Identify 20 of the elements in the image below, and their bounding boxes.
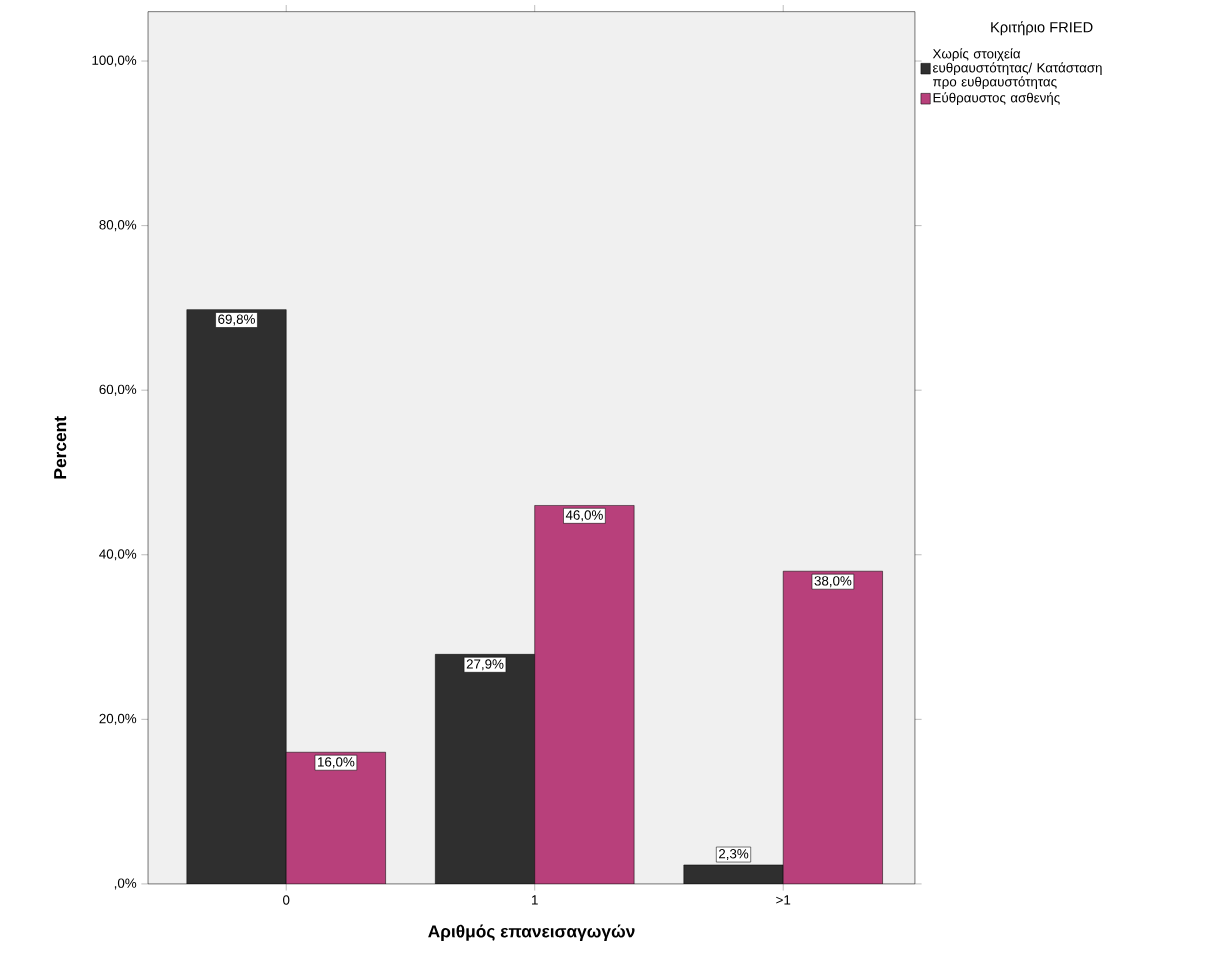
y-axis-title: Percent bbox=[54, 416, 67, 479]
y-tick-label: 60,0% bbox=[99, 384, 137, 396]
legend-label: Εύθραυστος ασθενής bbox=[933, 92, 1060, 106]
y-tick-label: ,0% bbox=[114, 878, 137, 890]
legend-label: Χωρίς στοιχεία ευθραυστότητας/ Κατάσταση προ ευθραυστότητας bbox=[932, 48, 1102, 90]
data-label: 27,9% bbox=[466, 659, 504, 671]
x-tick-label: 1 bbox=[532, 895, 538, 905]
data-label: 38,0% bbox=[814, 576, 852, 588]
data-label: 16,0% bbox=[318, 757, 355, 769]
data-label: 69,8% bbox=[218, 314, 255, 326]
y-tick-label: 80,0% bbox=[99, 220, 137, 232]
x-tick-label: >1 bbox=[776, 895, 791, 905]
x-axis-title: Αριθμός επανεισαγωγών bbox=[428, 924, 635, 941]
y-tick-label: 20,0% bbox=[99, 713, 137, 725]
x-tick-label: 0 bbox=[283, 895, 290, 905]
legend-title: Κριτήριο FRIED bbox=[991, 21, 1093, 36]
data-label: 2,3% bbox=[718, 849, 749, 861]
y-tick-label: 100,0% bbox=[92, 55, 137, 67]
data-label: 46,0% bbox=[565, 510, 603, 522]
y-tick-label: 40,0% bbox=[99, 549, 137, 561]
